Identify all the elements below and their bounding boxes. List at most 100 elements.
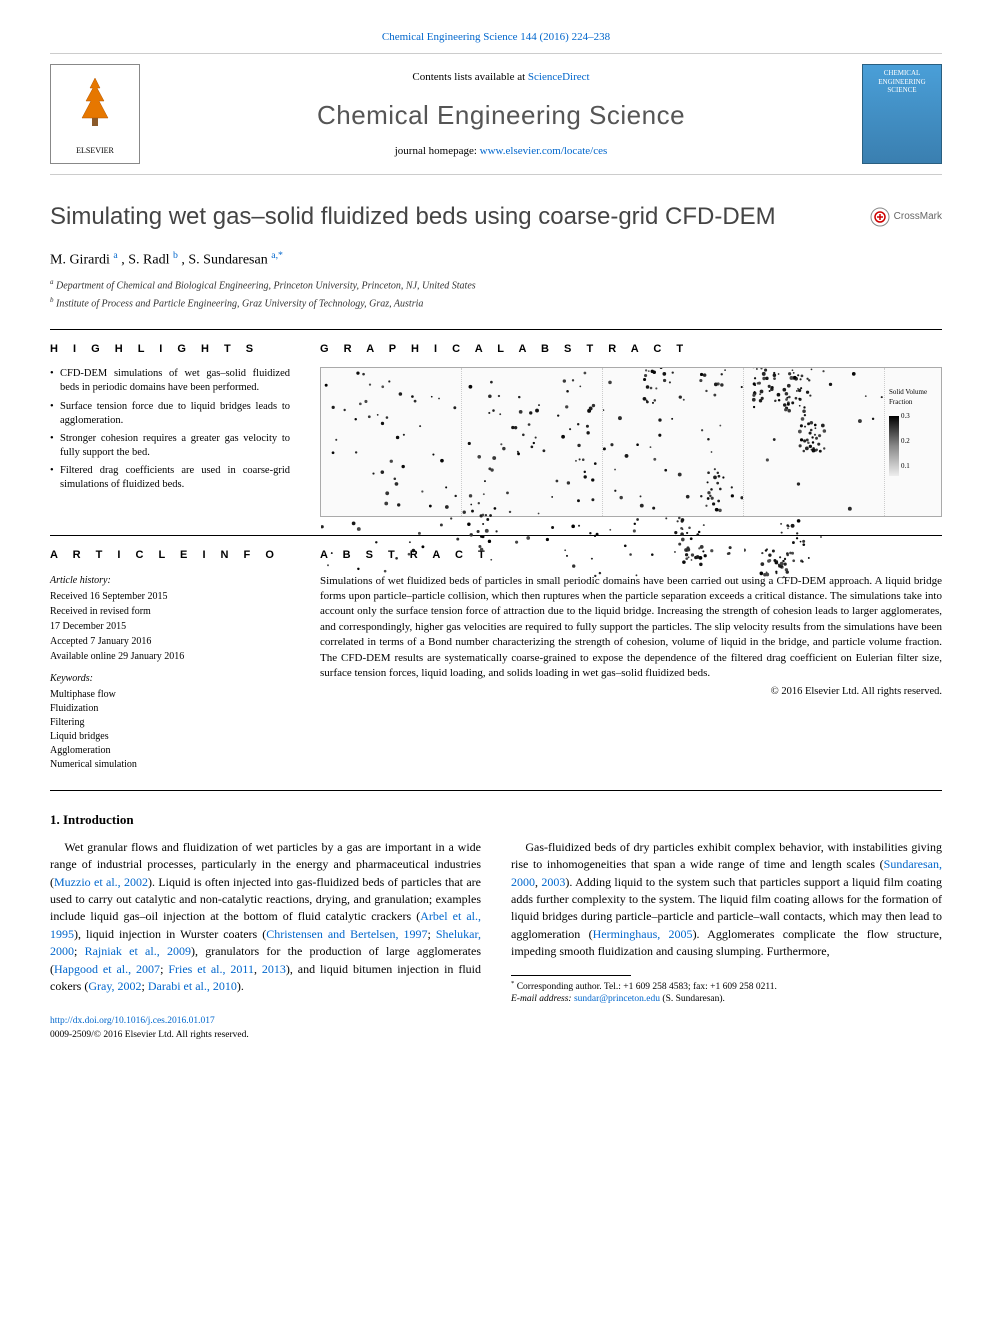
crossmark-label: CrossMark: [894, 210, 942, 224]
email-link[interactable]: sundar@princeton.edu: [574, 994, 660, 1004]
elsevier-tree-icon: [70, 73, 120, 145]
history-line: Available online 29 January 2016: [50, 650, 290, 664]
body-columns: Wet granular flows and fluidization of w…: [50, 839, 942, 1006]
citation-link[interactable]: 2013: [262, 962, 286, 976]
ga-colorbar-ticks: 0.3 0.2 0.1: [901, 412, 910, 472]
keyword: Fluidization: [50, 702, 290, 716]
homepage-line: journal homepage: www.elsevier.com/locat…: [140, 144, 862, 159]
graphical-abstract-heading: G R A P H I C A L A B S T R A C T: [320, 342, 942, 357]
history-head: Article history:: [50, 574, 290, 588]
article-info: Article history: Received 16 September 2…: [50, 574, 290, 772]
doi-link[interactable]: http://dx.doi.org/10.1016/j.ces.2016.01.…: [50, 1016, 215, 1026]
corresponding-link[interactable]: *: [278, 250, 283, 261]
author-1-affil-link[interactable]: a: [113, 250, 117, 261]
citation-link[interactable]: Rajniak et al., 2009: [85, 944, 191, 958]
header-center: Contents lists available at ScienceDirec…: [140, 70, 862, 159]
sciencedirect-link[interactable]: ScienceDirect: [528, 71, 590, 83]
citation-link[interactable]: Fries et al., 2011: [168, 962, 254, 976]
citation-link[interactable]: Muzzio et al., 2002: [54, 875, 148, 889]
keywords-head: Keywords:: [50, 672, 290, 686]
keyword: Filtering: [50, 716, 290, 730]
journal-ref-link[interactable]: Chemical Engineering Science 144 (2016) …: [382, 31, 610, 43]
header-band: ELSEVIER Contents lists available at Sci…: [50, 53, 942, 175]
affiliation-b: b Institute of Process and Particle Engi…: [50, 296, 942, 311]
keyword: Agglomeration: [50, 744, 290, 758]
crossmark-badge[interactable]: CrossMark: [870, 207, 942, 227]
ga-panel-3: [603, 368, 744, 516]
body-para-1: Wet granular flows and fluidization of w…: [50, 839, 481, 996]
star-icon: *: [511, 980, 514, 987]
graphical-abstract-column: G R A P H I C A L A B S T R A C T Solid …: [320, 342, 942, 517]
article-title-row: Simulating wet gas–solid fluidized beds …: [50, 200, 942, 234]
history-line: Received in revised form: [50, 605, 290, 619]
author-1: M. Girardi: [50, 253, 110, 268]
keywords: Keywords: Multiphase flow Fluidization F…: [50, 672, 290, 772]
divider: [50, 329, 942, 330]
citation-link[interactable]: Darabi et al., 2010: [148, 979, 237, 993]
journal-cover[interactable]: CHEMICAL ENGINEERING SCIENCE: [862, 64, 942, 164]
ga-dots-4: [744, 368, 884, 578]
journal-reference: Chemical Engineering Science 144 (2016) …: [50, 30, 942, 45]
authors: M. Girardi a , S. Radl b , S. Sundaresan…: [50, 249, 942, 270]
crossmark-icon: [870, 207, 890, 227]
email-suffix: (S. Sundaresan).: [660, 994, 725, 1004]
keyword: Numerical simulation: [50, 758, 290, 772]
elsevier-name: ELSEVIER: [76, 145, 114, 156]
highlights-list: CFD-DEM simulations of wet gas–solid flu…: [50, 367, 290, 492]
corr-author-footnote: * Corresponding author. Tel.: +1 609 258…: [511, 980, 942, 994]
graphical-abstract: Solid Volume Fraction 0.3 0.2 0.1: [320, 367, 942, 517]
highlight-item: CFD-DEM simulations of wet gas–solid flu…: [50, 367, 290, 395]
cover-title: CHEMICAL ENGINEERING SCIENCE: [863, 69, 941, 94]
citation-link[interactable]: Hapgood et al., 2007: [54, 962, 160, 976]
homepage-link[interactable]: www.elsevier.com/locate/ces: [480, 145, 608, 157]
author-3-affil-link[interactable]: a,: [271, 250, 278, 261]
history-line: 17 December 2015: [50, 620, 290, 634]
info-abstract-row: A R T I C L E I N F O Article history: R…: [50, 548, 942, 771]
article-info-column: A R T I C L E I N F O Article history: R…: [50, 548, 290, 771]
article-title: Simulating wet gas–solid fluidized beds …: [50, 200, 776, 234]
ga-legend-label: Solid Volume Fraction: [889, 388, 937, 408]
elsevier-logo[interactable]: ELSEVIER: [50, 64, 140, 164]
abstract-column: A B S T R A C T Simulations of wet fluid…: [320, 548, 942, 771]
highlight-item: Stronger cohesion requires a greater gas…: [50, 432, 290, 460]
issn-line: 0009-2509/© 2016 Elsevier Ltd. All right…: [50, 1029, 942, 1042]
ga-legend: Solid Volume Fraction 0.3 0.2 0.1: [885, 368, 941, 496]
email-footnote: E-mail address: sundar@princeton.edu (S.…: [511, 993, 942, 1005]
contents-line: Contents lists available at ScienceDirec…: [140, 70, 862, 85]
highlight-item: Surface tension force due to liquid brid…: [50, 400, 290, 428]
abstract-copyright: © 2016 Elsevier Ltd. All rights reserved…: [320, 685, 942, 700]
journal-title: Chemical Engineering Science: [140, 97, 862, 133]
citation-link[interactable]: Christensen and Bertelsen, 1997: [266, 927, 427, 941]
intro-heading: 1. Introduction: [50, 811, 942, 829]
ga-tick: 0.2: [901, 437, 910, 447]
history-line: Received 16 September 2015: [50, 590, 290, 604]
highlights-column: H I G H L I G H T S CFD-DEM simulations …: [50, 342, 290, 517]
email-label: E-mail address:: [511, 994, 574, 1004]
keyword: Multiphase flow: [50, 688, 290, 702]
abstract-text: Simulations of wet fluidized beds of par…: [320, 574, 942, 682]
citation-link[interactable]: Gray, 2002: [88, 979, 141, 993]
author-3: , S. Sundaresan: [181, 253, 267, 268]
citation-link[interactable]: Herminghaus, 2005: [593, 927, 693, 941]
divider: [50, 790, 942, 791]
ga-dots-3: [603, 368, 743, 578]
ga-tick: 0.3: [901, 412, 910, 422]
keyword: Liquid bridges: [50, 730, 290, 744]
contents-prefix: Contents lists available at: [412, 71, 527, 83]
highlight-item: Filtered drag coefficients are used in c…: [50, 464, 290, 492]
ga-colorbar: [889, 416, 899, 476]
highlights-heading: H I G H L I G H T S: [50, 342, 290, 357]
ga-panel-2: [462, 368, 603, 516]
highlights-row: H I G H L I G H T S CFD-DEM simulations …: [50, 342, 942, 517]
ga-legend-panel: Solid Volume Fraction 0.3 0.2 0.1: [885, 368, 941, 516]
author-2-affil-link[interactable]: b: [173, 250, 178, 261]
ga-tick: 0.1: [901, 462, 910, 472]
homepage-prefix: journal homepage:: [395, 145, 480, 157]
history-line: Accepted 7 January 2016: [50, 635, 290, 649]
affiliation-a: a Department of Chemical and Biological …: [50, 278, 942, 293]
ga-dots-1: [321, 368, 461, 578]
ga-panel-1: [321, 368, 462, 516]
citation-link[interactable]: 2003: [541, 875, 565, 889]
ga-panel-4: [744, 368, 885, 516]
body-para-2: Gas-fluidized beds of dry particles exhi…: [511, 839, 942, 961]
